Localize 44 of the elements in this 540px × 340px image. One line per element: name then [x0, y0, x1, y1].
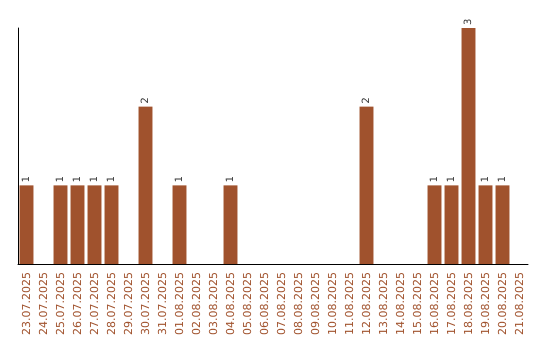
data-label: 1	[21, 176, 32, 182]
x-tick-label: 31.07.2025	[156, 272, 169, 336]
data-label: 3	[463, 18, 474, 25]
x-tick-label: 26.07.2025	[71, 272, 84, 336]
x-tick-label: 30.07.2025	[139, 272, 152, 336]
data-label: 1	[225, 176, 236, 182]
x-tick-label: 16.08.2025	[428, 272, 441, 336]
data-label: 1	[106, 176, 117, 182]
data-label: 2	[361, 97, 372, 104]
x-tick-label: 06.08.2025	[258, 272, 271, 336]
x-tick-label: 24.07.2025	[37, 272, 50, 336]
x-tick-label: 19.08.2025	[479, 272, 492, 336]
data-label: 1	[72, 176, 83, 182]
x-tick-label: 10.08.2025	[326, 272, 339, 336]
x-tick-label: 05.08.2025	[241, 272, 254, 336]
x-tick-label: 21.08.2025	[513, 272, 526, 336]
data-label: 2	[140, 97, 151, 104]
data-label: 1	[55, 176, 66, 182]
x-tick-label: 29.07.2025	[122, 272, 135, 336]
data-label: 1	[480, 176, 491, 182]
data-label: 1	[429, 176, 440, 182]
x-tick-label: 14.08.2025	[394, 272, 407, 336]
x-tick-label: 07.08.2025	[275, 272, 288, 336]
x-tick-label: 01.08.2025	[173, 272, 186, 336]
x-tick-label: 13.08.2025	[377, 272, 390, 336]
x-tick-label: 18.08.2025	[462, 272, 475, 336]
x-tick-label: 09.08.2025	[309, 272, 322, 336]
x-tick-label: 25.07.2025	[54, 272, 67, 336]
x-tick-label: 04.08.2025	[224, 272, 237, 336]
x-tick-label: 28.07.2025	[105, 272, 118, 336]
x-tick-label: 23.07.2025	[20, 272, 33, 336]
x-tick-label: 03.08.2025	[207, 272, 220, 336]
x-tick-label: 20.08.2025	[496, 272, 509, 336]
data-label: 1	[89, 176, 100, 182]
data-label: 1	[497, 176, 508, 182]
x-tick-label: 15.08.2025	[411, 272, 424, 336]
x-tick-label: 02.08.2025	[190, 272, 203, 336]
data-label: 1	[174, 176, 185, 182]
x-tick-label: 11.08.2025	[343, 272, 356, 336]
x-tick-label: 08.08.2025	[292, 272, 305, 336]
x-tick-label: 27.07.2025	[88, 272, 101, 336]
x-tick-label: 17.08.2025	[445, 272, 458, 336]
x-tick-label: 12.08.2025	[360, 272, 373, 336]
data-label: 1	[446, 176, 457, 182]
